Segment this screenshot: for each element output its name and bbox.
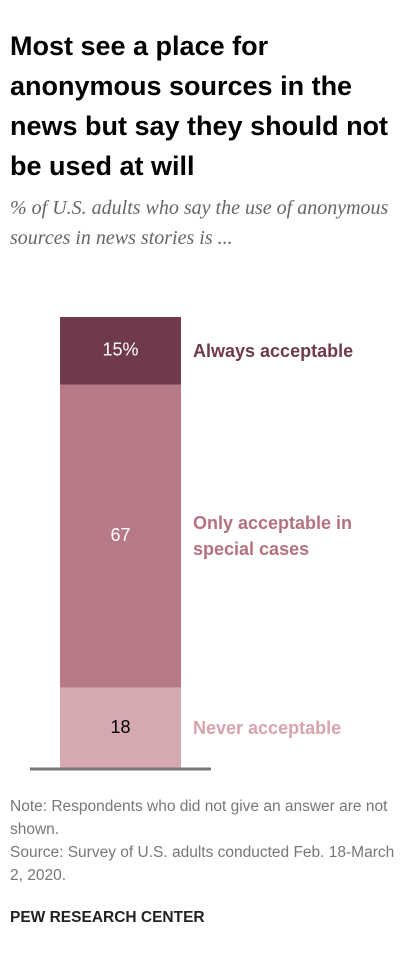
chart: 15% 67 18 [30, 317, 211, 771]
legend-label: Only acceptable in special cases [193, 513, 353, 560]
chart-subtitle: % of U.S. adults who say the use of anon… [10, 197, 389, 249]
note: Note: Respondents who did not give an an… [10, 798, 388, 838]
bar-segment [60, 687, 181, 769]
source: Source: Survey of U.S. adults conducted … [10, 844, 395, 884]
value-label: 67 [110, 525, 130, 545]
bar-segment [60, 384, 181, 688]
legend-label: Always acceptable [193, 340, 354, 361]
value-label: 15% [102, 340, 138, 360]
legend-label: Never acceptable [193, 718, 342, 739]
bar-segment [60, 317, 181, 385]
credit: PEW RESEARCH CENTER [10, 909, 205, 926]
chart-title: Most see a place for anonymous sources i… [10, 31, 389, 181]
value-label: 18 [110, 717, 130, 737]
